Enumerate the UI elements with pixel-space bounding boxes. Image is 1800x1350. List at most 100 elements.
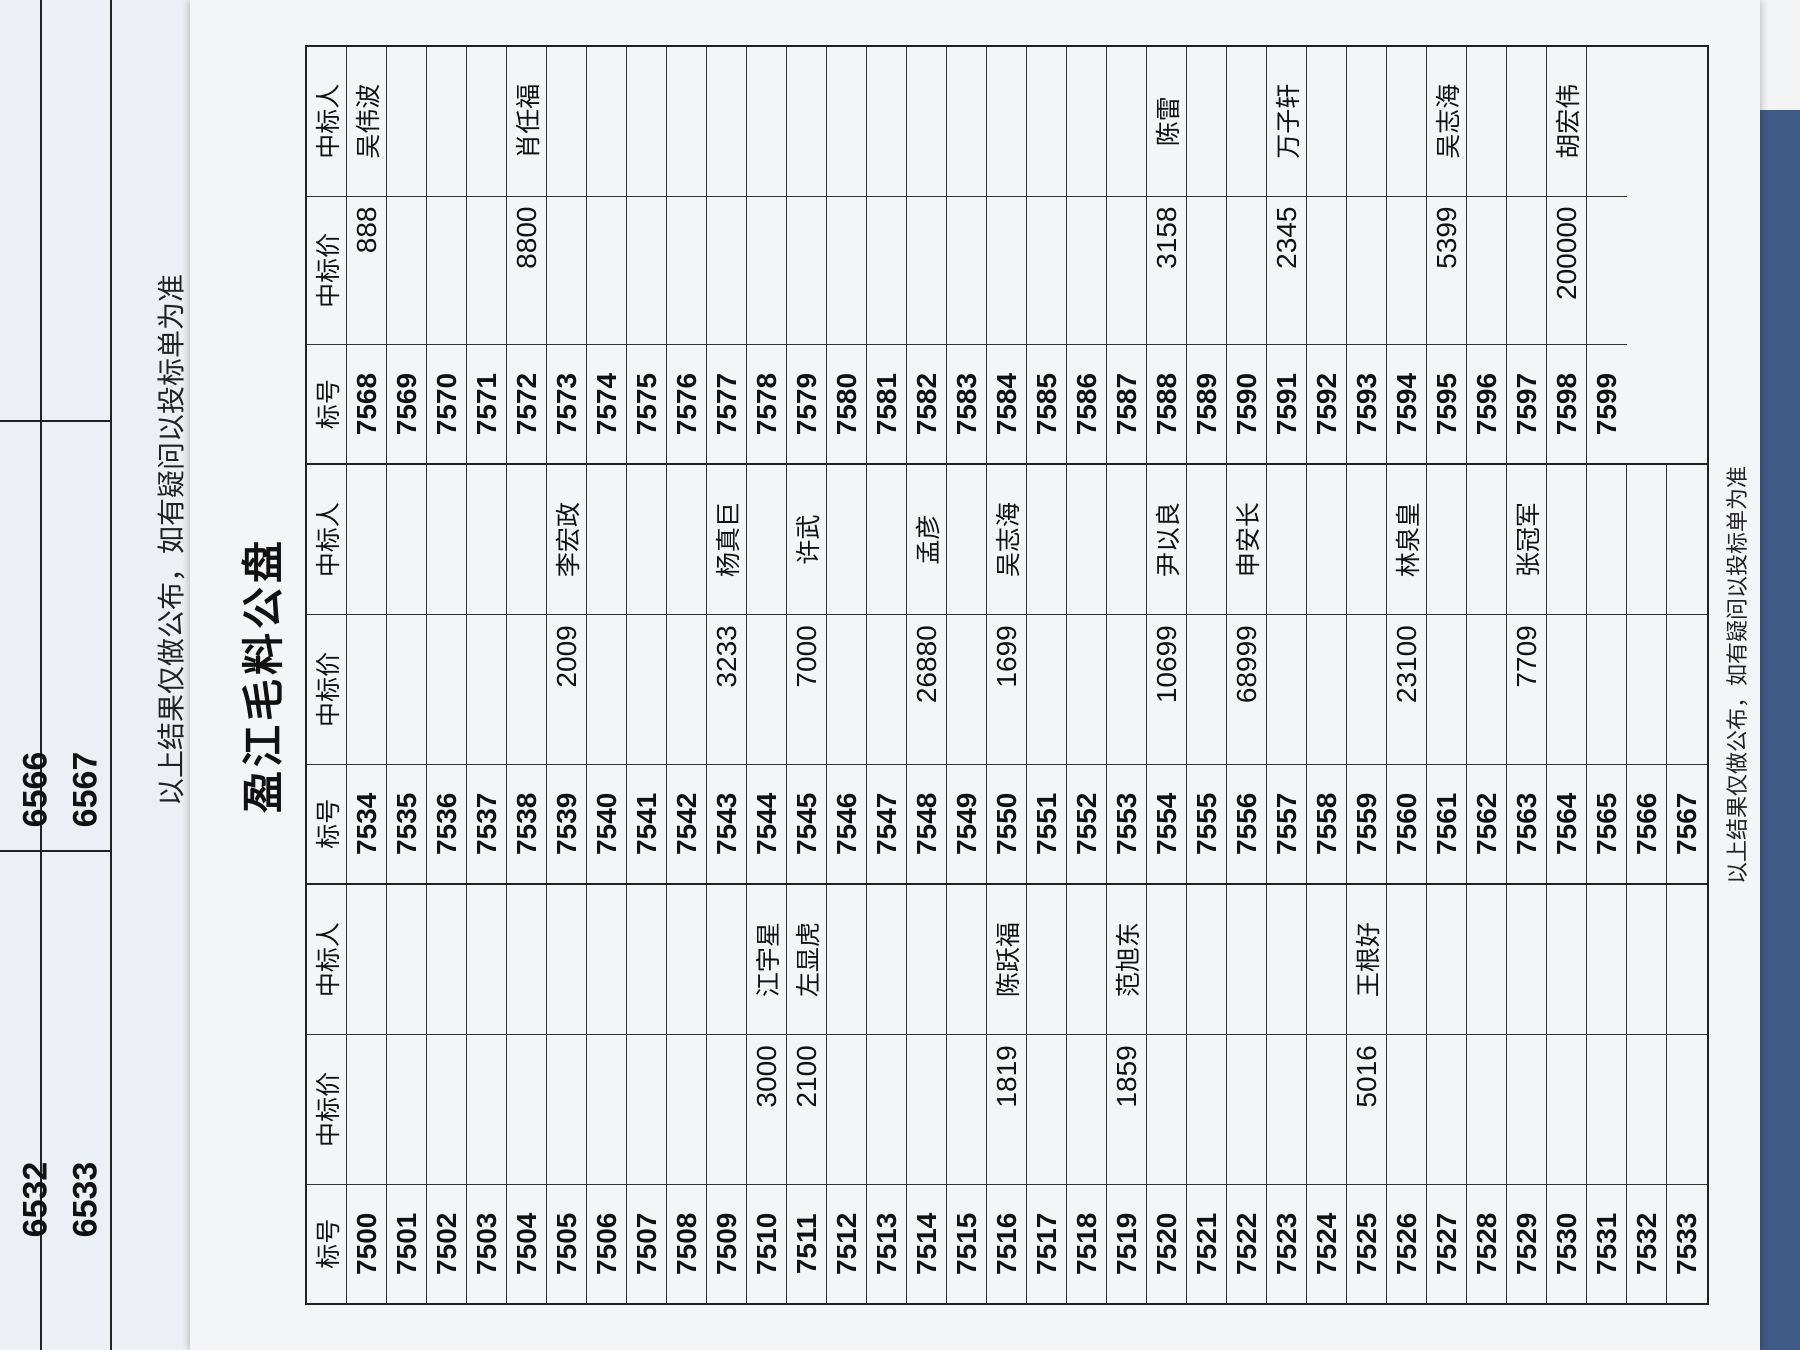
winning-price <box>507 1034 546 1184</box>
lot-number: 7507 <box>627 1183 666 1303</box>
lot-number: 7583 <box>947 344 986 463</box>
winner-name: 陈雷 <box>1153 96 1183 147</box>
winning-price <box>747 614 786 764</box>
winner-name: 胡宏伟 <box>1553 83 1583 159</box>
winning-price <box>747 195 786 345</box>
lot-number: 7547 <box>867 763 906 883</box>
winner-name <box>787 47 826 196</box>
table-row: 7514 <box>907 885 947 1303</box>
table-row: 7543 3233 杨真巨 <box>707 465 747 883</box>
table-row: 7550 1699 吴志海 <box>987 465 1027 883</box>
winner-name: 左显虎 <box>793 922 823 998</box>
winning-price: 7709 <box>1507 614 1546 764</box>
winning-price <box>707 195 746 345</box>
winner-name <box>1307 885 1346 1034</box>
winner-name <box>1507 47 1546 196</box>
lot-number: 7551 <box>1027 763 1066 883</box>
winning-price <box>1667 1034 1707 1184</box>
results-sheet: 盈江毛料公盘 标号 中标价 中标人 7500 7501 7502 7503 7504 7505 7… <box>190 0 1760 1350</box>
lot-number: 7587 <box>1107 344 1146 463</box>
lot-number: 7531 <box>1587 1183 1626 1303</box>
lot-number: 7580 <box>827 344 866 463</box>
table-row: 7591 2345 万子轩 <box>1267 47 1307 463</box>
lot-number: 7522 <box>1227 1183 1266 1303</box>
table-row: 7588 3158 陈雷 <box>1147 47 1187 463</box>
lot-number: 7595 <box>1427 344 1466 463</box>
table-row: 7589 <box>1187 47 1227 463</box>
lot-number: 7505 <box>547 1183 586 1303</box>
winner-name <box>667 465 706 614</box>
winner-name <box>1307 465 1346 614</box>
winner-name <box>1067 885 1106 1034</box>
winning-price: 200000 <box>1547 195 1586 345</box>
winner-name <box>427 465 466 614</box>
winner-name <box>1227 47 1266 196</box>
lot-number: 7562 <box>1467 763 1506 883</box>
lot-number: 7561 <box>1427 763 1466 883</box>
table-row: 7595 5399 吴志海 <box>1427 47 1467 463</box>
winner-name <box>867 885 906 1034</box>
winning-price <box>707 1034 746 1184</box>
lot-number: 7535 <box>387 763 426 883</box>
table-row: 7552 <box>1067 465 1107 883</box>
winning-price: 10699 <box>1147 614 1186 764</box>
winner-name <box>1107 465 1146 614</box>
lot-number: 7550 <box>987 763 1026 883</box>
winner-name: 肖任福 <box>513 83 543 159</box>
winner-name: 林泉皇 <box>1393 502 1423 578</box>
winning-price <box>947 1034 986 1184</box>
lot-number: 7573 <box>547 344 586 463</box>
winner-name: 杨真巨 <box>713 502 743 578</box>
winner-name <box>1627 465 1666 614</box>
winning-price <box>1427 1034 1466 1184</box>
winner-name <box>1587 885 1626 1034</box>
table-row: 7556 68999 申安长 <box>1227 465 1267 883</box>
lot-number: 7569 <box>387 344 426 463</box>
winning-price <box>1627 1034 1666 1184</box>
winner-name: 吴伟波 <box>353 83 383 159</box>
winning-price <box>467 195 506 345</box>
lot-number: 7515 <box>947 1183 986 1303</box>
lot-number: 7528 <box>1467 1183 1506 1303</box>
page-title: 盈江毛料公盘 <box>239 537 288 814</box>
winner-name <box>1547 885 1586 1034</box>
winner-name <box>467 465 506 614</box>
winning-price <box>1467 614 1506 764</box>
winner-name <box>947 465 986 614</box>
table-row: 7534 <box>347 465 387 883</box>
winner-name: 吴志海 <box>993 502 1023 578</box>
winning-price <box>1387 1034 1426 1184</box>
winning-price <box>1107 614 1146 764</box>
lot-number: 7541 <box>627 763 666 883</box>
table-row: 7587 <box>1107 47 1147 463</box>
winner-name: 张冠军 <box>1513 502 1543 578</box>
winner-name: 王根好 <box>1353 922 1383 998</box>
lot-number: 7592 <box>1307 344 1346 463</box>
winning-price <box>387 195 426 345</box>
winner-name <box>1667 885 1707 1034</box>
winning-price <box>1307 1034 1346 1184</box>
winning-price <box>1067 614 1106 764</box>
header-winning-price: 中标价 <box>307 195 346 345</box>
winning-price: 5016 <box>1347 1034 1386 1184</box>
disclaimer-note: 以上结果仅做公布，如有疑问以投标单为准 <box>155 274 188 807</box>
lot-number: 7523 <box>1267 1183 1306 1303</box>
lot-number: 7501 <box>387 1183 426 1303</box>
winning-price: 2100 <box>787 1034 826 1184</box>
winning-price: 23100 <box>1387 614 1426 764</box>
lot-number: 7578 <box>747 344 786 463</box>
winning-price: 1699 <box>987 614 1026 764</box>
winning-price <box>787 195 826 345</box>
header-winning-price: 中标价 <box>307 614 346 764</box>
winner-name <box>587 885 626 1034</box>
lot-number: 7556 <box>1227 763 1266 883</box>
lot-number: 6533 <box>66 1161 105 1238</box>
winning-price <box>667 614 706 764</box>
table-row: 7563 7709 张冠军 <box>1507 465 1547 883</box>
lot-number: 7510 <box>747 1183 786 1303</box>
table-row: 7547 <box>867 465 907 883</box>
winner-name <box>627 465 666 614</box>
table-row: 7599 <box>1587 47 1627 463</box>
table-row: 7575 <box>627 47 667 463</box>
table-row: 7596 <box>1467 47 1507 463</box>
